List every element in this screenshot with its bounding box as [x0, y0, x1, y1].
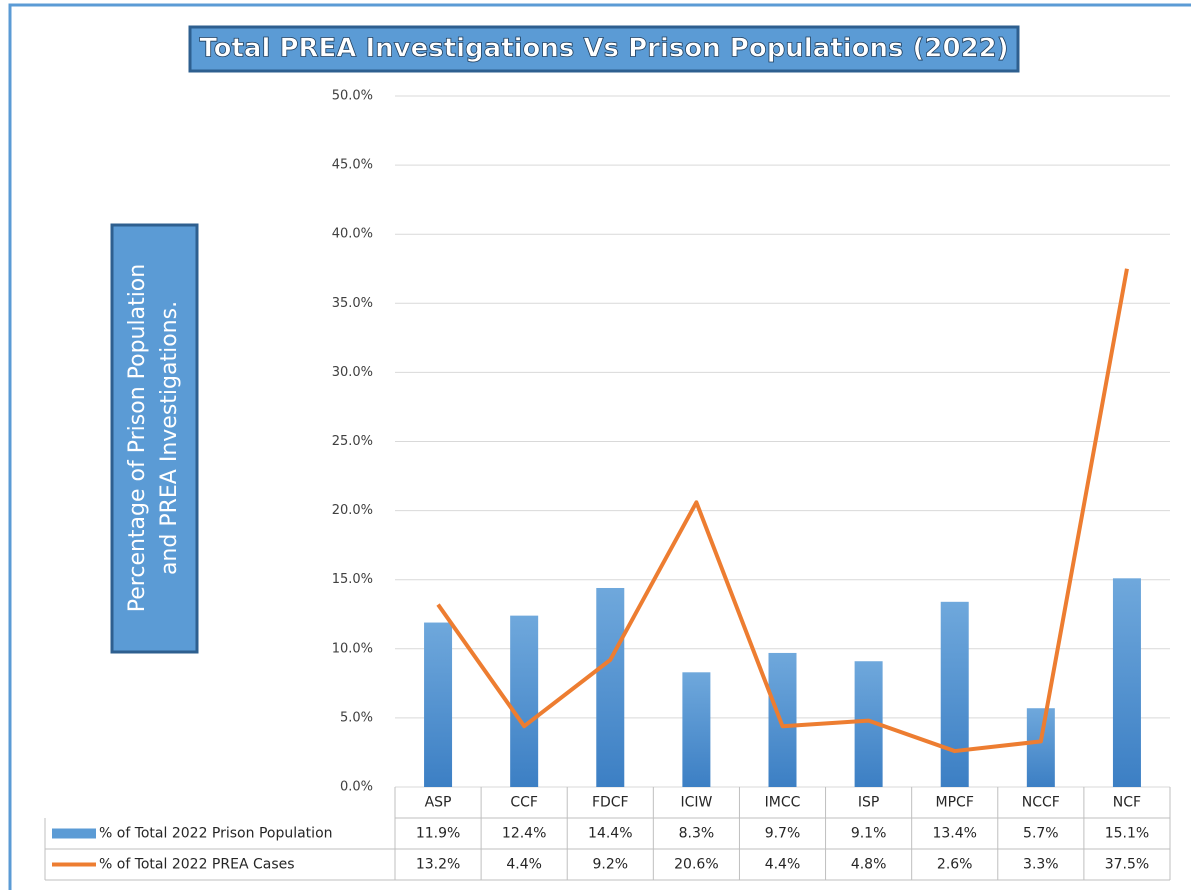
y-tick-label: 5.0%: [340, 710, 373, 725]
data-label: 3.3%: [1023, 857, 1059, 873]
title-box: [188, 25, 1020, 73]
data-label: 9.1%: [851, 826, 887, 842]
y-tick-label: 0.0%: [340, 780, 373, 795]
data-label: 13.4%: [932, 826, 976, 842]
frame: [8, 3, 1191, 894]
data-label: 15.1%: [1105, 826, 1149, 842]
y-tick-label: 50.0%: [332, 89, 373, 104]
bar: [682, 672, 711, 787]
y-axis-label-line: and PREA Investigations.: [157, 301, 182, 575]
x-tick-label: ICIW: [680, 795, 712, 811]
bar: [596, 587, 625, 787]
y-tick-label: 15.0%: [332, 572, 373, 587]
legend-swatch: [52, 828, 96, 839]
bar: [768, 652, 797, 787]
bar: [1112, 578, 1141, 787]
data-label: 5.7%: [1023, 826, 1059, 842]
data-label: 13.2%: [416, 857, 460, 873]
data-label: 4.4%: [765, 857, 801, 873]
y-tick-label: 40.0%: [332, 227, 373, 242]
legend-label: % of Total 2022 Prison Population: [99, 826, 333, 842]
ylabel-box: [110, 223, 199, 654]
x-tick-label: NCCF: [1022, 795, 1060, 811]
data-label: 4.4%: [506, 857, 542, 873]
y-tick-label: 10.0%: [332, 641, 373, 656]
data-label: 8.3%: [679, 826, 715, 842]
data-label: 9.7%: [765, 826, 801, 842]
y-tick-label: 35.0%: [332, 296, 373, 311]
data-label: 20.6%: [674, 857, 718, 873]
data-label: 37.5%: [1105, 857, 1149, 873]
bar: [424, 622, 453, 787]
y-tick-label: 30.0%: [332, 365, 373, 380]
line: [436, 268, 1129, 754]
data-label: 2.6%: [937, 857, 973, 873]
data-label: 4.8%: [851, 857, 887, 873]
y-axis-label-line: Percentage of Prison Population: [125, 264, 150, 612]
data-label: 14.4%: [588, 826, 632, 842]
y-axis-label: Percentage of Prison Population and PREA…: [125, 264, 182, 612]
x-tick-label: NCF: [1113, 795, 1141, 811]
x-tick-label: MPCF: [936, 795, 974, 811]
y-tick-label: 25.0%: [332, 434, 373, 449]
data-label: 11.9%: [416, 826, 460, 842]
x-tick-label: IMCC: [765, 795, 801, 811]
x-tick-label: ISP: [858, 795, 879, 811]
bar: [1026, 708, 1055, 787]
x-tick-label: FDCF: [592, 795, 629, 811]
legend-label: % of Total 2022 PREA Cases: [99, 857, 295, 873]
y-tick-label: 20.0%: [332, 503, 373, 518]
bar: [510, 615, 539, 787]
data-label: 9.2%: [592, 857, 628, 873]
y-tick-label: 45.0%: [332, 158, 373, 173]
x-tick-label: ASP: [425, 795, 452, 811]
bar: [940, 601, 969, 787]
data-label: 12.4%: [502, 826, 546, 842]
chart-title: Total PREA Investigations Vs Prison Popu…: [199, 34, 1008, 64]
x-tick-label: CCF: [510, 795, 538, 811]
